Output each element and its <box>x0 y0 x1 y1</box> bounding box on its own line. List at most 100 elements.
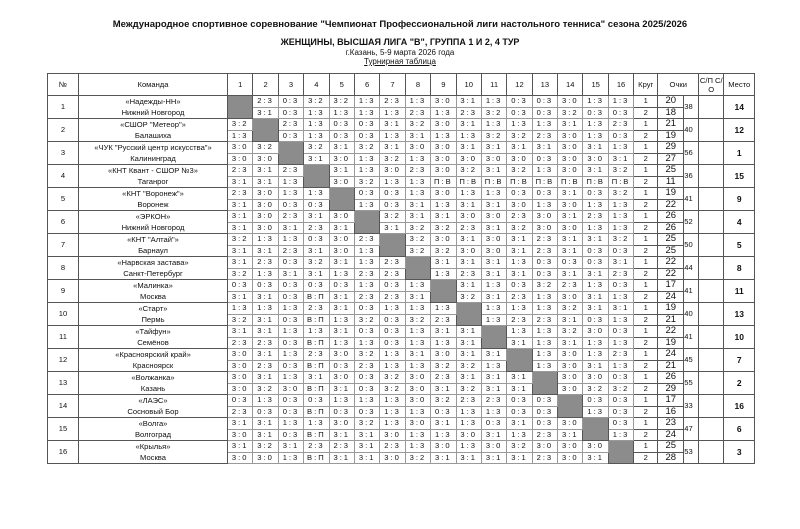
score-cell: 3:0 <box>328 244 355 257</box>
score-cell: 3:1 <box>557 210 584 223</box>
round-label: 2 <box>633 106 659 119</box>
score-cell: 1:3 <box>607 221 635 234</box>
score-cell: 3:0 <box>252 221 279 234</box>
score-cell: 3:1 <box>557 187 584 200</box>
table-row-team-6-round2: 3:1 3:0 3:1 2:3 3:1 3:1 3:2 3:2 2:3 3:1 3:2 3:0 3:0 1… <box>48 221 755 234</box>
team-number: 8 <box>47 256 79 280</box>
score-cell: 3:0 <box>252 198 279 211</box>
score-cell: 0:3 <box>277 279 305 292</box>
score-cell: 3:2 <box>404 118 432 131</box>
team-city: Красноярск <box>132 361 174 370</box>
diagonal-cell <box>252 118 279 142</box>
score-cell: 2:3 <box>430 371 457 384</box>
score-cell: 3:0 <box>252 187 279 200</box>
score-cell: 0:3 <box>328 118 355 131</box>
score-cell: 3:0 <box>226 348 254 361</box>
score-cell: 3:1 <box>506 382 533 395</box>
score-cell: 3:1 <box>455 451 482 464</box>
score-cell: 3:2 <box>430 359 457 372</box>
score-cell: 3:0 <box>328 348 355 361</box>
score-cell: 3:1 <box>430 417 457 430</box>
score-cell: 3:0 <box>480 440 508 453</box>
team-cell: «СШОР "Метеор"» Балашиха <box>78 118 228 142</box>
place-cell: 7 <box>723 348 756 372</box>
score-cell: 0:3 <box>353 405 381 418</box>
score-cell: 1:3 <box>531 325 559 338</box>
score-cell: 1:3 <box>404 152 432 165</box>
score-cell: 0:3 <box>582 244 609 257</box>
score-cell: 0:3 <box>379 313 406 326</box>
score-cell: 3:0 <box>480 152 508 165</box>
score-cell: 3:0 <box>226 382 254 395</box>
team-name: «Нарвская застава» <box>117 258 189 267</box>
score-cell: 1:3 <box>607 210 635 223</box>
round-points: 24 <box>657 290 685 303</box>
score-cell: 0:3 <box>582 394 609 407</box>
score-cell: 0:3 <box>379 187 406 200</box>
score-cell: 1:3 <box>353 152 381 165</box>
score-cell: 3:1 <box>582 164 609 177</box>
round-points: 24 <box>657 428 685 441</box>
score-cell: 3:1 <box>582 451 609 464</box>
round-points: 19 <box>657 187 685 200</box>
table-row-team-2: 2 «СШОР "Метеор"» Балашиха 3:2 2:3 1:3 0:3 0:3 3… <box>47 118 756 142</box>
score-cell: 3:2 <box>531 279 559 292</box>
round-label: 2 <box>633 451 659 464</box>
score-cell: 1:3 <box>404 302 432 315</box>
score-cell: 3:2 <box>557 106 584 119</box>
score-cell: П:В <box>480 175 508 188</box>
score-cell: 2:3 <box>303 440 330 453</box>
score-cell: 3:1 <box>303 371 330 384</box>
team-city: Москва <box>140 292 166 301</box>
col-header-opponent-12: 12 <box>506 73 533 96</box>
score-cell: 3:1 <box>303 267 330 280</box>
score-cell: 1:3 <box>277 348 305 361</box>
team-name: «КНТ Квант - СШОР №3» <box>107 166 198 175</box>
score-cell: 1:3 <box>430 106 457 119</box>
score-cell: 0:3 <box>531 106 559 119</box>
score-cell: 3:1 <box>404 290 432 303</box>
score-cell: 3:2 <box>303 141 330 154</box>
score-cell: 0:3 <box>531 267 559 280</box>
score-cell: 3:1 <box>252 244 279 257</box>
score-cell: 2:3 <box>353 267 381 280</box>
score-cell: 1:3 <box>404 175 432 188</box>
team-name: «Надежды-НН» <box>125 97 181 106</box>
table-row-team-16: 16 «Крылья» Москва 3:1 3:2 3:1 2:3 2:3 3:1 2:3 1:3… <box>47 440 756 464</box>
score-cell: 3:1 <box>506 371 533 384</box>
score-cell: 2:3 <box>531 451 559 464</box>
score-cell: 1:3 <box>379 302 406 315</box>
table-row-team-14: 14 «ЛАЭС» Сосновый Бор 0:3 1:3 0:3 0:3 1:3 1:3 1:… <box>47 394 756 418</box>
round-label: 1 <box>633 279 659 292</box>
score-cell: 3:0 <box>531 210 559 223</box>
table-title: Турнирная таблица <box>364 57 436 66</box>
score-cell: 2:3 <box>506 290 533 303</box>
score-cell: 3:2 <box>252 382 279 395</box>
round-label: 1 <box>633 233 659 246</box>
score-cell: 3:2 <box>430 221 457 234</box>
score-cell: 3:2 <box>506 221 533 234</box>
table-row-team-10-round2: 3:2 3:1 0:3 В:П 1:3 3:2 0:3 3:2 2:3 1:3 2:3 2:3 3:1 0… <box>48 313 755 326</box>
score-cell: 0:3 <box>607 325 635 338</box>
score-cell: 3:2 <box>303 95 330 108</box>
place-cell: 9 <box>723 187 756 211</box>
col-header-opponent-16: 16 <box>607 73 635 96</box>
score-cell: 3:1 <box>226 256 254 269</box>
round-points: 27 <box>657 152 685 165</box>
round-label: 2 <box>633 244 659 257</box>
score-cell: 1:3 <box>531 118 559 131</box>
score-cell: 1:3 <box>353 95 381 108</box>
score-cell: 1:3 <box>607 313 635 326</box>
document-subtitle: ЖЕНЩИНЫ, ВЫСШАЯ ЛИГА "В", ГРУППА 1 И 2, … <box>280 37 520 47</box>
score-cell: 1:3 <box>430 129 457 142</box>
score-cell: 3:0 <box>557 359 584 372</box>
score-cell: 0:3 <box>353 382 381 395</box>
score-cell: 3:1 <box>557 233 584 246</box>
score-cell: 3:0 <box>404 417 432 430</box>
col-header-points: Очки <box>657 73 700 96</box>
score-cell: 1:3 <box>607 336 635 349</box>
team-number: 9 <box>47 279 79 303</box>
score-cell: 3:1 <box>328 256 355 269</box>
team-number: 13 <box>47 371 79 395</box>
score-cell: 3:1 <box>506 417 533 430</box>
